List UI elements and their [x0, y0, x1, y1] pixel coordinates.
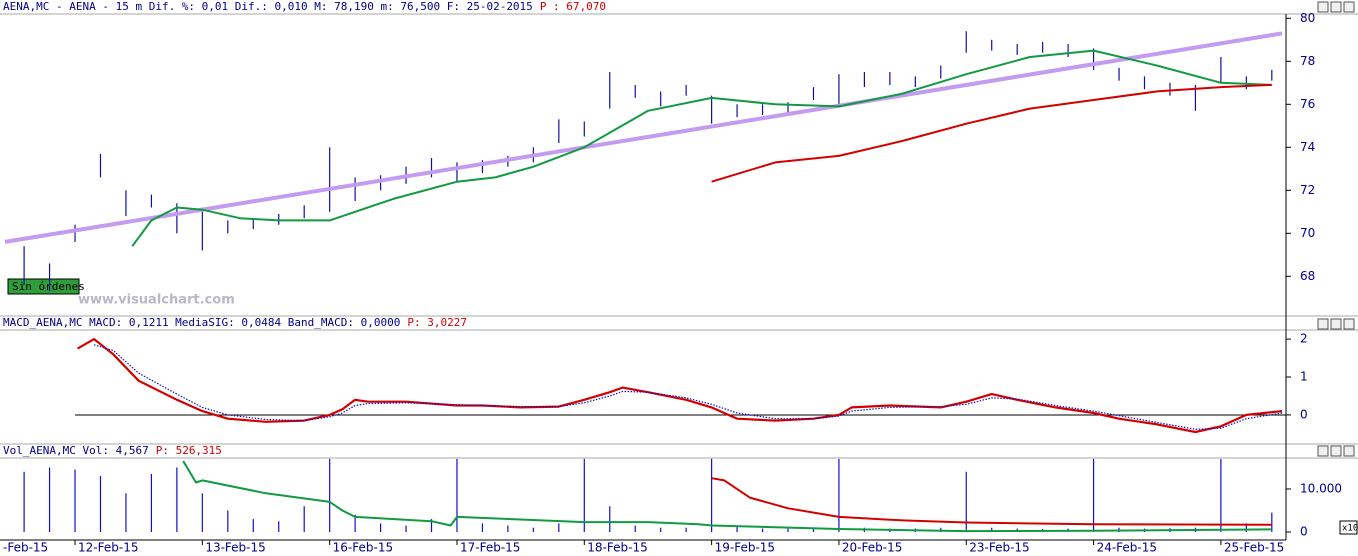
indicator-line [182, 460, 1272, 533]
indicator-line [711, 477, 1272, 526]
y-tick-label: 0 [1300, 524, 1308, 538]
y-tick-label: 1 [1300, 370, 1308, 384]
indicator-line [131, 49, 1272, 247]
indicator-line [4, 31, 1283, 244]
indicator-line [711, 83, 1272, 183]
x-tick-label: 24-Feb-15 [1097, 541, 1157, 555]
x-tick-label: 12-Feb-15 [78, 541, 138, 555]
x-tick-label: 16-Feb-15 [333, 541, 393, 555]
minimize-button[interactable] [1317, 1, 1329, 13]
panel-header-price: P: 526,315 [156, 444, 222, 457]
y-tick-label: 80 [1300, 11, 1315, 25]
y-tick-label: 70 [1300, 226, 1315, 240]
panel-header: MACD_AENA,MC MACD: 0,1211 MediaSIG: 0,04… [3, 316, 400, 329]
y-tick-label: 0 [1300, 407, 1308, 421]
x-tick-label: 13-Feb-15 [205, 541, 265, 555]
status-badge [7, 278, 80, 295]
x-tick-label: 23-Feb-15 [969, 541, 1029, 555]
x-tick-label: 25-Feb-15 [1224, 541, 1284, 555]
panel-header: Vol_AENA,MC Vol: 4,567 [3, 444, 149, 457]
scale-note: x10 [1342, 524, 1358, 534]
y-tick-label: 72 [1300, 183, 1315, 197]
macd-line [93, 344, 1283, 430]
y-tick-label: 78 [1300, 54, 1315, 68]
minimize-button[interactable] [1317, 445, 1329, 457]
plot [75, 338, 1286, 434]
panel-header-price: P: 3,0227 [407, 316, 467, 329]
close-button[interactable] [1343, 318, 1355, 330]
minimize-button[interactable] [1317, 318, 1329, 330]
close-button[interactable] [1343, 445, 1355, 457]
maximize-button[interactable] [1330, 445, 1342, 457]
x-tick-label: 18-Feb-15 [587, 541, 647, 555]
y-tick-label: 10.000 [1300, 481, 1342, 495]
status-text: Sin órdenes [12, 280, 85, 293]
y-tick-label: 74 [1300, 140, 1315, 154]
plot [4, 31, 1283, 292]
maximize-button[interactable] [1330, 1, 1342, 13]
y-tick-label: 76 [1300, 97, 1315, 111]
macd-line [77, 338, 1283, 434]
plot [23, 458, 1273, 533]
close-button[interactable] [1343, 1, 1355, 13]
x-tick-label: 19-Feb-15 [715, 541, 775, 555]
window-buttons [1317, 1, 1355, 457]
y-tick-label: 68 [1300, 269, 1315, 283]
maximize-button[interactable] [1330, 318, 1342, 330]
x-tick-label: 20-Feb-15 [842, 541, 902, 555]
panel-header: AENA,MC - AENA - 15 m Dif. %: 0,01 Dif.:… [3, 0, 533, 13]
scale-note-box [1339, 520, 1358, 535]
panel-header-price: P : 67,070 [540, 0, 606, 13]
x-tick-label: -Feb-15 [3, 541, 48, 555]
y-tick-label: 2 [1300, 332, 1308, 346]
watermark: www.visualchart.com [78, 293, 235, 308]
x-tick-label: 17-Feb-15 [460, 541, 520, 555]
